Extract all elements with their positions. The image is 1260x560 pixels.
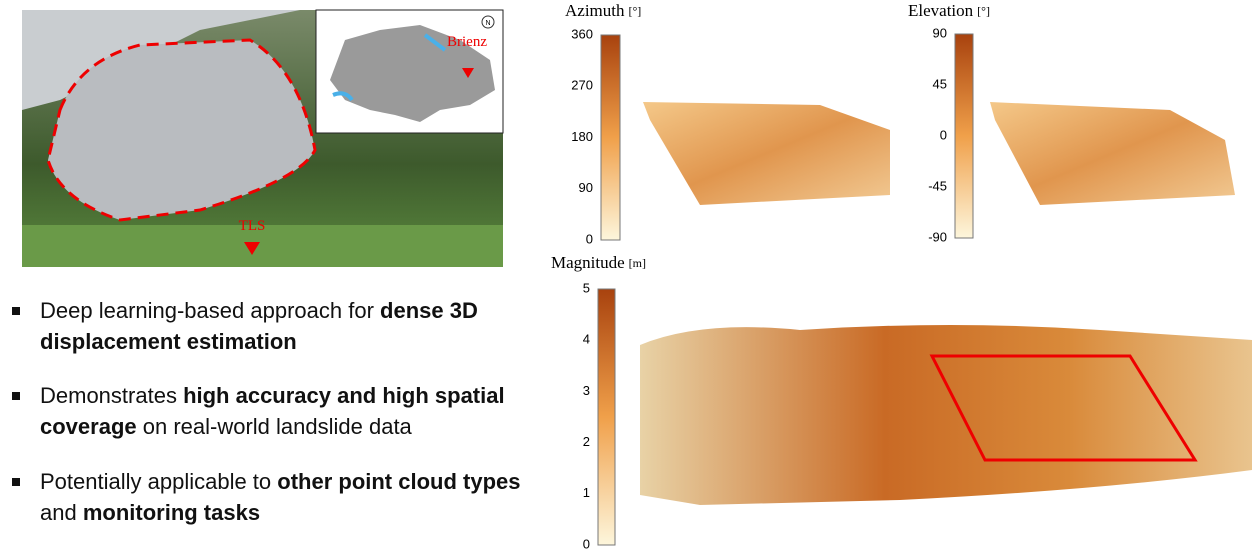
text: Demonstrates [40, 383, 184, 408]
lakes [332, 33, 447, 102]
colorbar-tick-label: 360 [571, 26, 593, 41]
colorbar-tick-label: 0 [940, 127, 947, 142]
bold-text: monitoring tasks [82, 500, 261, 525]
bullet-marker [12, 307, 20, 315]
magnitude-cloud [640, 325, 1252, 505]
colorbar [600, 34, 621, 241]
bullet-text: Demonstrates high accuracy and high spat… [40, 380, 540, 442]
bullet-marker [12, 478, 20, 486]
landslide-outline [46, 38, 317, 222]
bullet-text: Potentially applicable to other point cl… [40, 466, 540, 528]
colorbar-tick-label: 0 [586, 231, 593, 246]
tls-marker [244, 242, 260, 255]
bold-text: dense 3D displacement estimation [40, 298, 478, 354]
meadow [22, 225, 503, 267]
text: Deep learning-based approach for [40, 298, 381, 323]
panel-title-text: Azimuth [565, 1, 625, 20]
bold-text: other point cloud types [277, 469, 521, 494]
colorbar-tick-label: -90 [928, 229, 947, 244]
panel-unit: [°] [629, 4, 642, 18]
colorbar-tick-label: 2 [583, 434, 590, 449]
panel-title: Azimuth [°] [565, 1, 641, 20]
highlight-box [929, 354, 1198, 462]
mountain [22, 10, 300, 110]
tls-label: TLS [239, 218, 266, 234]
photo: TLS Brienz N [22, 9, 504, 267]
panel-unit: [°] [977, 4, 990, 18]
colorbar-tick-label: 45 [933, 76, 947, 91]
panel-title: Elevation [°] [908, 1, 990, 20]
text: and [40, 500, 83, 525]
elevation-cloud [990, 102, 1235, 205]
colorbar [597, 288, 616, 546]
colorbar-tick-label: 3 [583, 383, 590, 398]
colorbar-tick-label: 270 [571, 78, 593, 93]
text: on real-world landslide data [136, 414, 412, 439]
bold-text: high accuracy and high spatial coverage [40, 383, 505, 439]
colorbar-tick-label: 0 [583, 536, 590, 551]
north-circle [481, 15, 495, 29]
colorbar-tick-label: 90 [579, 180, 593, 195]
panel-title: Magnitude [m] [551, 253, 646, 272]
bullet-marker [12, 392, 20, 400]
text: Potentially applicable to [40, 469, 278, 494]
bullet-text: Deep learning-based approach for dense 3… [40, 295, 540, 357]
colorbar-tick-label: 5 [583, 280, 590, 295]
colorbar-tick-label: -45 [928, 178, 947, 193]
switzerland-shape [330, 25, 495, 122]
azimuth-cloud [643, 102, 890, 205]
colorbar-tick-label: 1 [583, 485, 590, 500]
panel-title-text: Elevation [908, 1, 974, 20]
colorbar [954, 33, 974, 239]
brienz-label: Brienz [447, 34, 487, 50]
north-label: N [485, 20, 490, 27]
colorbar-tick-label: 180 [571, 129, 593, 144]
panel-unit: [m] [629, 256, 646, 270]
panel-title-text: Magnitude [551, 253, 625, 272]
colorbar-tick-label: 4 [583, 332, 590, 347]
colorbar-tick-label: 90 [933, 25, 947, 40]
brienz-marker [462, 68, 474, 78]
